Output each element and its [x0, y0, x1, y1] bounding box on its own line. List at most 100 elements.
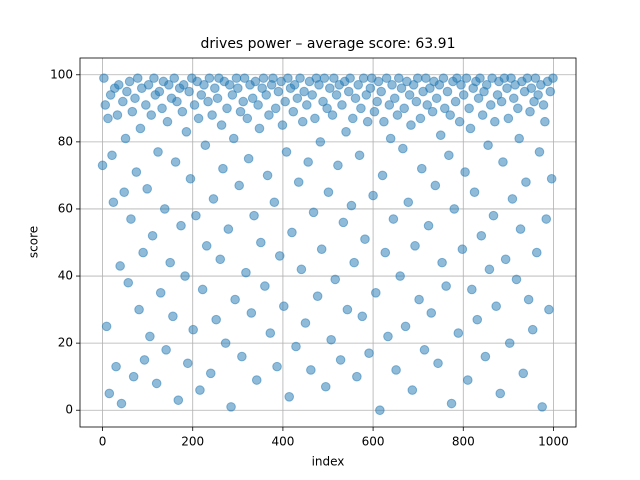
point [446, 398, 457, 409]
point [358, 73, 369, 83]
point [203, 96, 213, 107]
point [458, 90, 469, 100]
point [527, 324, 538, 335]
point [233, 83, 243, 93]
point [247, 93, 258, 104]
plot-frame [79, 57, 577, 428]
point [473, 93, 484, 104]
point [293, 177, 304, 187]
point [108, 197, 119, 208]
point [262, 170, 273, 181]
point [159, 204, 170, 214]
point [181, 127, 192, 137]
x-tick-label: 400 [271, 435, 294, 449]
point [490, 116, 500, 127]
point [130, 93, 140, 104]
point [407, 385, 418, 395]
point [445, 110, 455, 120]
point [330, 274, 341, 285]
point [227, 90, 238, 100]
point [444, 150, 454, 161]
point [346, 200, 357, 211]
point [196, 90, 207, 100]
point [484, 264, 495, 275]
point [172, 96, 182, 107]
point [504, 338, 515, 348]
point [234, 180, 244, 191]
point [169, 73, 180, 83]
point [333, 160, 343, 171]
point [170, 157, 181, 167]
point [372, 96, 382, 107]
point [477, 110, 488, 120]
point [307, 90, 318, 100]
point [467, 284, 477, 295]
point [388, 214, 399, 224]
point [545, 86, 556, 97]
point [254, 123, 265, 134]
point [292, 93, 303, 104]
point [360, 234, 370, 244]
point [308, 207, 319, 218]
point [427, 106, 438, 117]
point [274, 251, 285, 261]
point [352, 371, 362, 382]
point [502, 83, 512, 93]
point [323, 187, 334, 197]
point [370, 288, 381, 298]
point [483, 140, 493, 151]
point [503, 113, 514, 124]
point [288, 106, 299, 117]
point [508, 93, 519, 104]
x-axis-label: index [312, 455, 345, 469]
point [481, 80, 492, 90]
point [197, 284, 208, 295]
point [314, 80, 324, 90]
point [541, 214, 552, 224]
point [522, 73, 533, 83]
point [540, 116, 550, 127]
point [272, 361, 282, 372]
point [498, 157, 508, 167]
point [349, 257, 359, 268]
point [279, 301, 289, 312]
point [268, 73, 278, 83]
point [411, 96, 422, 107]
point [253, 100, 263, 110]
point [216, 120, 227, 130]
point [250, 76, 261, 87]
point [208, 194, 219, 204]
point [277, 120, 288, 130]
point [295, 73, 305, 83]
point [281, 147, 292, 157]
point [235, 106, 246, 117]
point [412, 73, 423, 83]
point [146, 110, 157, 120]
point [454, 116, 465, 127]
point [113, 80, 124, 90]
point [319, 73, 330, 83]
point [546, 173, 557, 184]
y-tick-label: 0 [65, 403, 73, 417]
point [224, 80, 235, 90]
point [149, 73, 159, 83]
point [161, 345, 171, 355]
point [287, 227, 297, 238]
point [513, 103, 523, 114]
point [449, 204, 460, 214]
point [218, 163, 228, 174]
point [415, 113, 426, 124]
point [116, 398, 127, 409]
point [365, 83, 376, 93]
point [507, 194, 518, 204]
point [403, 197, 414, 208]
point [154, 86, 165, 97]
point [396, 83, 407, 93]
point [548, 73, 558, 83]
chart-title: drives power – average score: 63.91 [201, 36, 456, 52]
point [168, 311, 178, 322]
point [173, 395, 184, 405]
point [177, 106, 188, 117]
point [120, 133, 131, 144]
point [176, 220, 186, 231]
